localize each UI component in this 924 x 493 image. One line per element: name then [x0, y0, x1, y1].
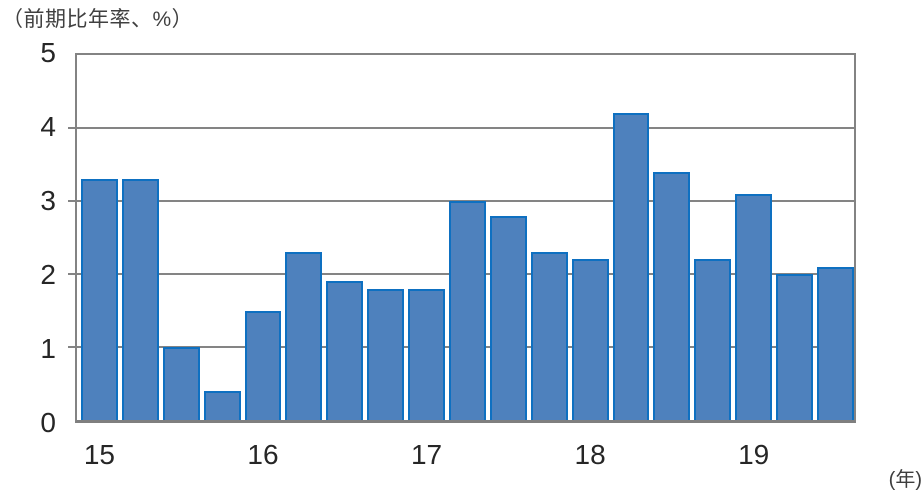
bar-15Q4	[203, 390, 241, 420]
bar-19Q1	[735, 193, 773, 420]
y-axis-tick-3	[68, 200, 75, 202]
x-tick-label-18: 18	[574, 439, 606, 470]
bar-15Q3	[162, 347, 200, 420]
bar-18Q3	[653, 171, 691, 420]
bar-19Q2	[776, 274, 814, 420]
bar-16Q3	[326, 281, 364, 420]
bar-18Q1	[571, 259, 609, 420]
y-tick-label-0: 0	[40, 407, 56, 438]
bar-19Q3	[817, 266, 854, 420]
x-tick-label-17: 17	[410, 439, 443, 470]
y-tick-label-2: 2	[40, 259, 56, 290]
x-tick-label-19: 19	[738, 439, 770, 470]
x-tick-label-16: 16	[247, 439, 279, 470]
y-tick-label-1: 1	[40, 333, 56, 364]
bar-18Q4	[694, 259, 732, 420]
x-axis-unit-label: (年)	[888, 469, 922, 491]
chart-title: （前期比年率、%）	[2, 8, 194, 31]
y-axis-tick-1	[68, 346, 75, 348]
plot-area	[68, 53, 856, 423]
bar-18Q2	[612, 113, 650, 420]
bar-16Q4	[367, 288, 405, 420]
bar-17Q2	[449, 201, 486, 420]
y-tick-label-5: 5	[40, 37, 56, 68]
bar-15Q2	[121, 179, 159, 420]
y-axis-tick-4	[68, 127, 75, 129]
bar-16Q2	[285, 252, 323, 420]
gridline-y4	[77, 127, 854, 129]
y-tick-label-4: 4	[40, 111, 56, 142]
bar-17Q3	[489, 215, 527, 420]
y-tick-label-3: 3	[40, 185, 56, 216]
bar-17Q1	[408, 288, 446, 420]
bar-16Q1	[244, 310, 282, 420]
bars-container	[77, 55, 854, 420]
bar-15Q1	[81, 179, 118, 420]
x-tick-label-15: 15	[83, 439, 116, 470]
y-axis-tick-2	[68, 273, 75, 275]
bar-17Q4	[530, 252, 568, 420]
